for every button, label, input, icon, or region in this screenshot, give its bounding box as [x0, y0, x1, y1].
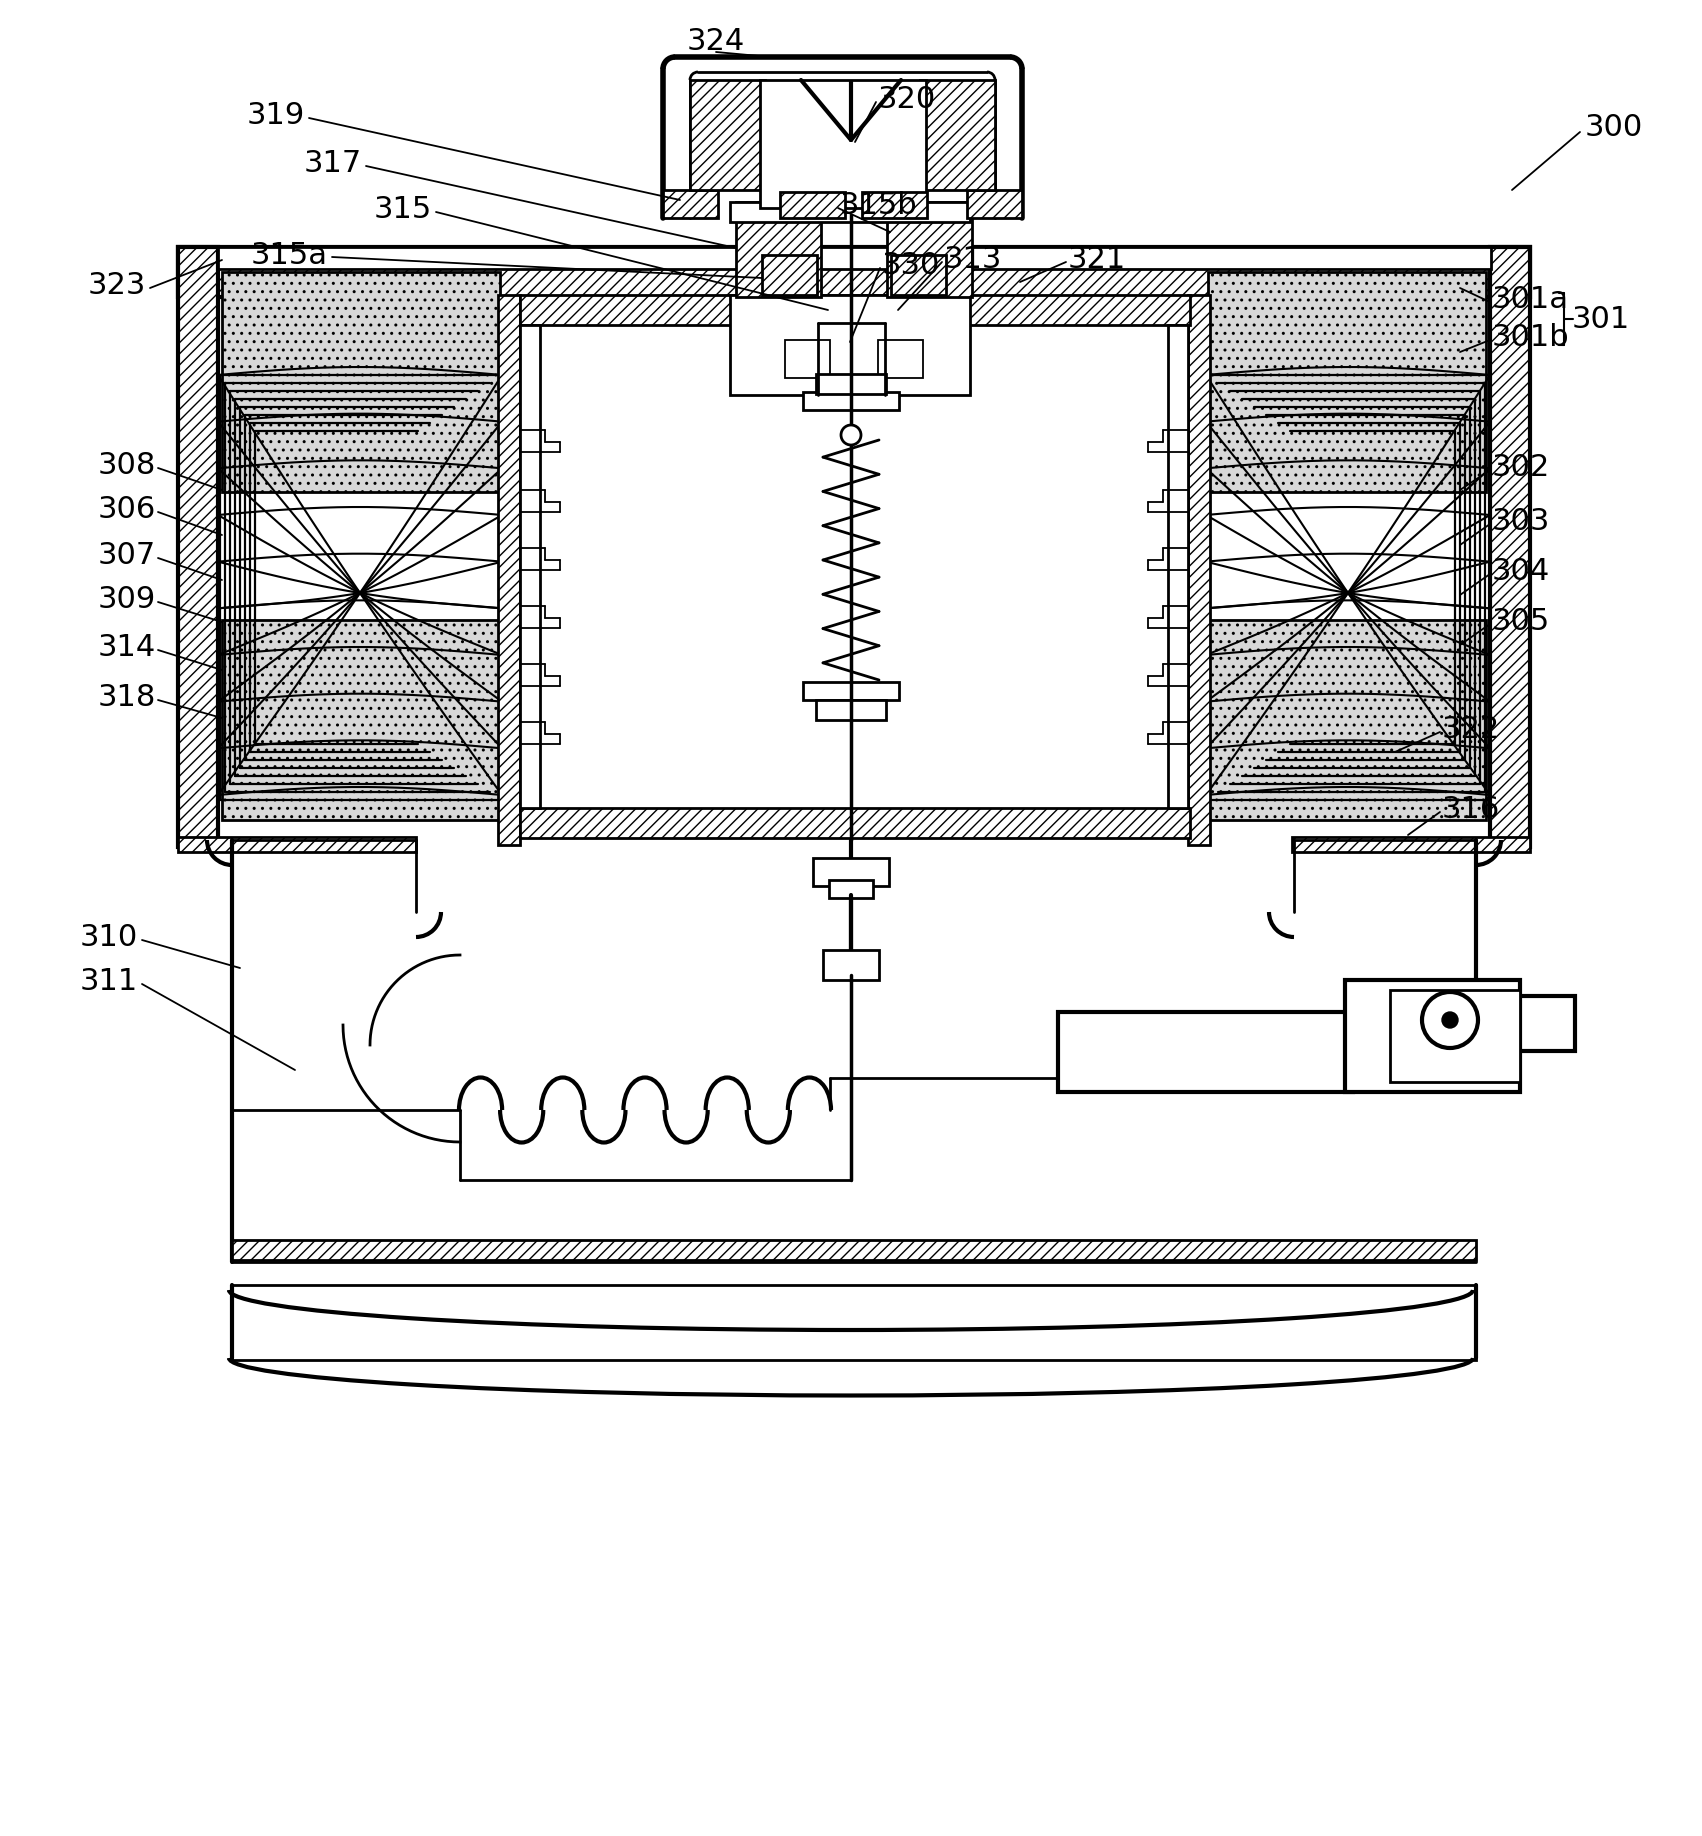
Bar [921, 81, 996, 189]
Bar [231, 1239, 1476, 1259]
Text: 319: 319 [247, 101, 305, 130]
Text: 314: 314 [97, 633, 157, 663]
Bar [1489, 248, 1530, 846]
Text: 315a: 315a [250, 241, 328, 270]
Bar [735, 202, 820, 297]
Text: 311: 311 [80, 968, 138, 997]
Bar [1188, 296, 1210, 845]
Text: 301: 301 [1573, 305, 1631, 334]
Bar [1345, 980, 1520, 1092]
Text: 308: 308 [97, 452, 157, 481]
Bar [780, 193, 844, 218]
Circle shape [1442, 1012, 1459, 1028]
Bar [887, 202, 972, 297]
Bar [1520, 995, 1574, 1050]
Bar [1208, 621, 1486, 821]
Text: 300: 300 [1585, 114, 1642, 143]
Bar [1208, 272, 1486, 492]
Text: 316: 316 [1442, 795, 1499, 824]
Text: 330: 330 [882, 252, 941, 281]
Bar [231, 1285, 1476, 1360]
Bar [892, 255, 946, 296]
Bar [521, 325, 540, 808]
Bar [878, 340, 922, 378]
Bar [218, 248, 1491, 270]
Text: 320: 320 [878, 86, 936, 114]
Bar [814, 857, 888, 887]
Circle shape [1421, 991, 1477, 1048]
Text: 307: 307 [97, 542, 157, 571]
Text: 309: 309 [97, 586, 157, 615]
Bar [730, 202, 970, 222]
Text: 301b: 301b [1493, 323, 1569, 353]
Text: 304: 304 [1493, 558, 1551, 586]
Bar [221, 272, 500, 492]
Bar [521, 296, 1190, 325]
Bar [967, 189, 1021, 218]
Text: 302: 302 [1493, 453, 1551, 483]
Text: 322: 322 [1442, 716, 1499, 745]
Text: 323: 323 [87, 272, 146, 301]
Text: 306: 306 [97, 496, 157, 525]
Bar [1391, 990, 1520, 1081]
Bar [761, 81, 926, 207]
Bar [824, 949, 878, 980]
Text: 318: 318 [97, 683, 157, 712]
Bar [521, 808, 1190, 837]
Bar [785, 340, 831, 378]
Text: 317: 317 [303, 149, 363, 178]
Text: 315: 315 [374, 195, 432, 224]
Bar [803, 681, 899, 700]
Text: 310: 310 [80, 924, 138, 953]
Bar [664, 189, 718, 218]
Bar [221, 621, 500, 821]
Bar [730, 296, 970, 395]
Text: 301a: 301a [1493, 286, 1569, 314]
Bar [179, 248, 1530, 297]
Bar [829, 879, 873, 898]
Bar [499, 296, 521, 845]
Text: 303: 303 [1493, 507, 1551, 536]
Bar [179, 248, 218, 846]
Bar [1168, 325, 1188, 808]
Bar [762, 255, 817, 296]
Bar [1292, 837, 1530, 852]
Bar [689, 81, 764, 189]
Bar [815, 375, 887, 395]
Text: 324: 324 [688, 28, 745, 57]
Bar [1059, 1012, 1353, 1092]
Text: 305: 305 [1493, 608, 1551, 637]
Bar [815, 700, 887, 720]
Bar [179, 837, 415, 852]
Text: 313: 313 [945, 246, 1002, 275]
Text: 315b: 315b [841, 191, 917, 220]
Text: 321: 321 [1067, 246, 1127, 275]
Bar [861, 193, 928, 218]
Bar [803, 393, 899, 409]
Circle shape [841, 424, 861, 444]
